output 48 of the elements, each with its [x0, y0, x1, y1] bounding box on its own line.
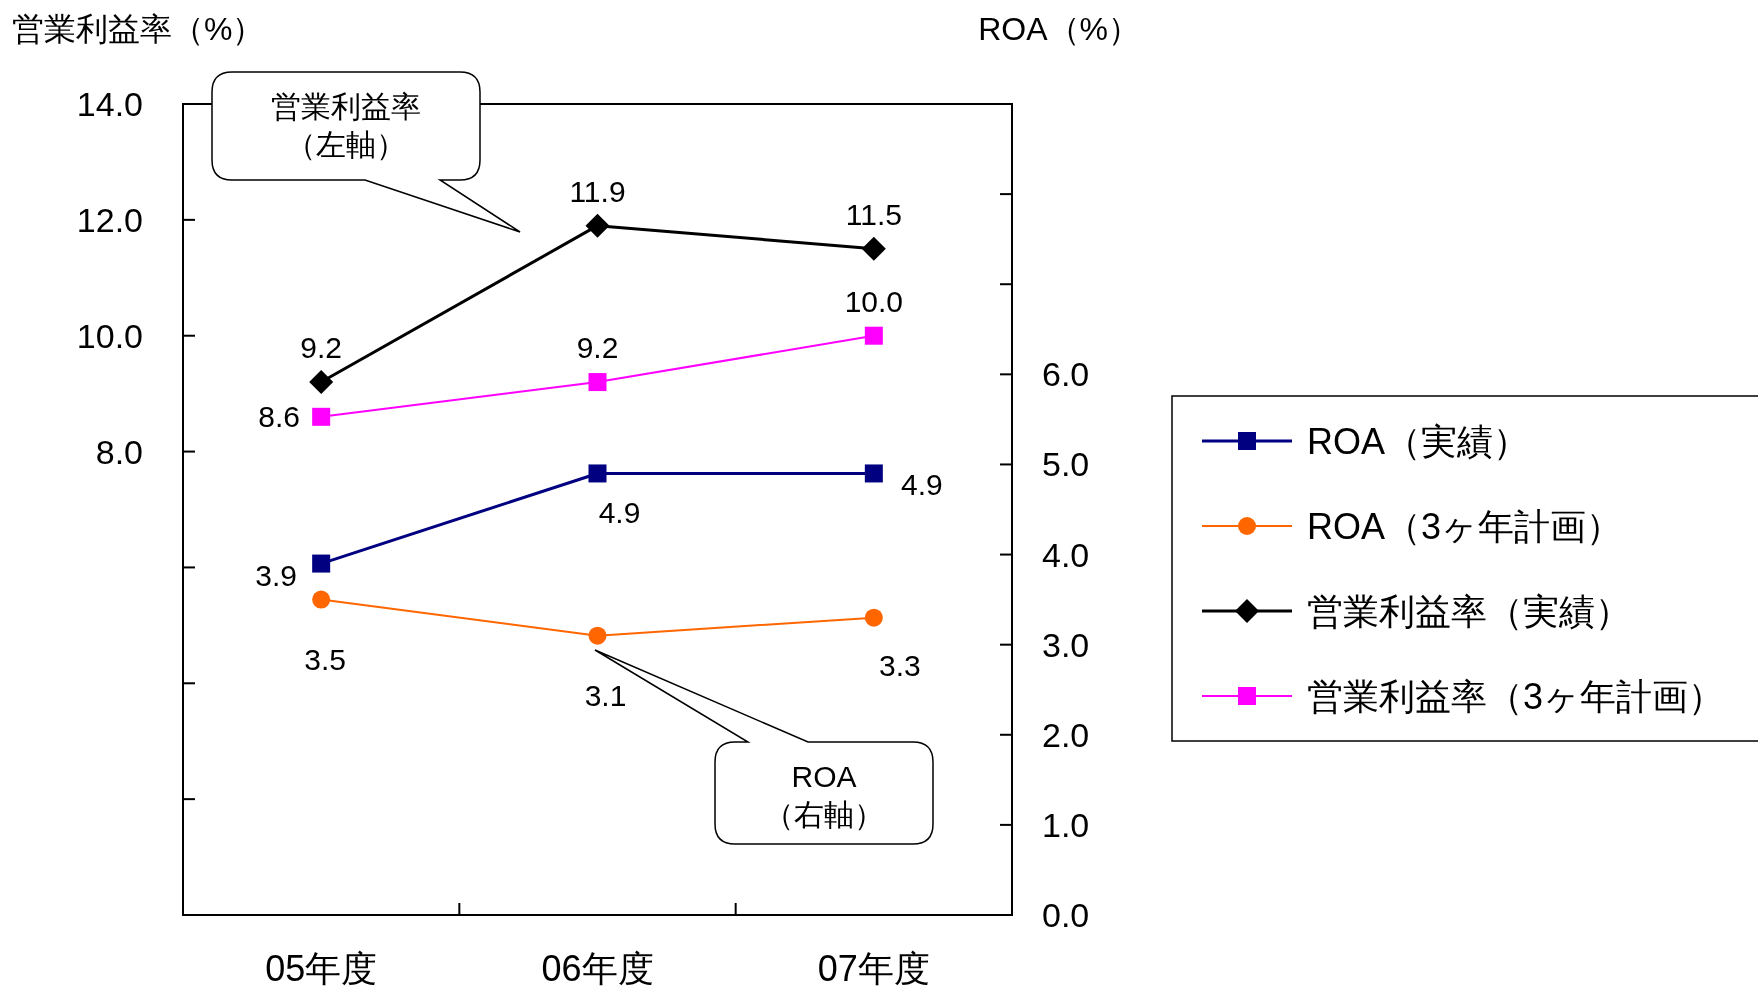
point: [861, 236, 886, 261]
data-label: 3.3: [878, 648, 921, 682]
y2-tick-label: 6.0: [1042, 355, 1090, 394]
legend-label: ROA（実績）: [1307, 421, 1530, 462]
legend-label: 営業利益率（実績）: [1307, 591, 1631, 632]
y2-tick-label: 5.0: [1042, 445, 1090, 484]
data-label: 9.2: [576, 331, 619, 365]
point: [312, 407, 331, 426]
y-tick-label: 12.0: [76, 200, 143, 239]
point: [864, 464, 883, 483]
legend-label: 営業利益率（3ヶ年計画）: [1307, 676, 1725, 717]
point: [312, 554, 331, 573]
x-tick-label: 07年度: [817, 948, 930, 989]
y-tick-label: 14.0: [76, 85, 143, 123]
point: [588, 373, 607, 392]
data-label: 8.6: [258, 399, 301, 433]
data-label: 3.5: [304, 642, 347, 676]
y2-tick-label: 2.0: [1042, 715, 1090, 754]
x-tick-label: 05年度: [265, 948, 378, 989]
point: [864, 326, 883, 345]
y-axis-title: 営業利益率（%）: [12, 11, 265, 47]
y-tick-label: 8.0: [95, 432, 143, 471]
y-tick-label: 10.0: [76, 316, 143, 355]
data-label: 4.9: [598, 496, 641, 530]
point: [585, 213, 610, 238]
data-label: 11.9: [569, 174, 626, 208]
y2-tick-label: 1.0: [1042, 805, 1090, 844]
point: [312, 590, 331, 609]
data-label: 11.5: [845, 197, 902, 231]
data-label: 3.9: [255, 558, 298, 592]
y2-tick-label: 3.0: [1042, 625, 1090, 664]
y2-tick-label: 4.0: [1042, 535, 1090, 574]
data-label: 10.0: [844, 284, 904, 318]
legend-label: ROA（3ヶ年計画）: [1307, 506, 1623, 547]
annotation: （左軸）: [286, 128, 406, 161]
point: [588, 464, 607, 483]
point: [864, 608, 883, 627]
annotation: （右軸）: [764, 798, 884, 831]
point: [309, 370, 334, 395]
data-label: 3.1: [584, 678, 627, 712]
x-tick-label: 06年度: [541, 948, 654, 989]
point: [588, 626, 607, 645]
y2-axis-title: ROA（%）: [978, 11, 1140, 47]
data-label: 4.9: [900, 468, 943, 502]
annotation: ROA: [791, 760, 857, 793]
y2-tick-label: 0.0: [1042, 896, 1090, 934]
data-label: 9.2: [300, 331, 343, 365]
annotation: 営業利益率: [271, 90, 421, 123]
